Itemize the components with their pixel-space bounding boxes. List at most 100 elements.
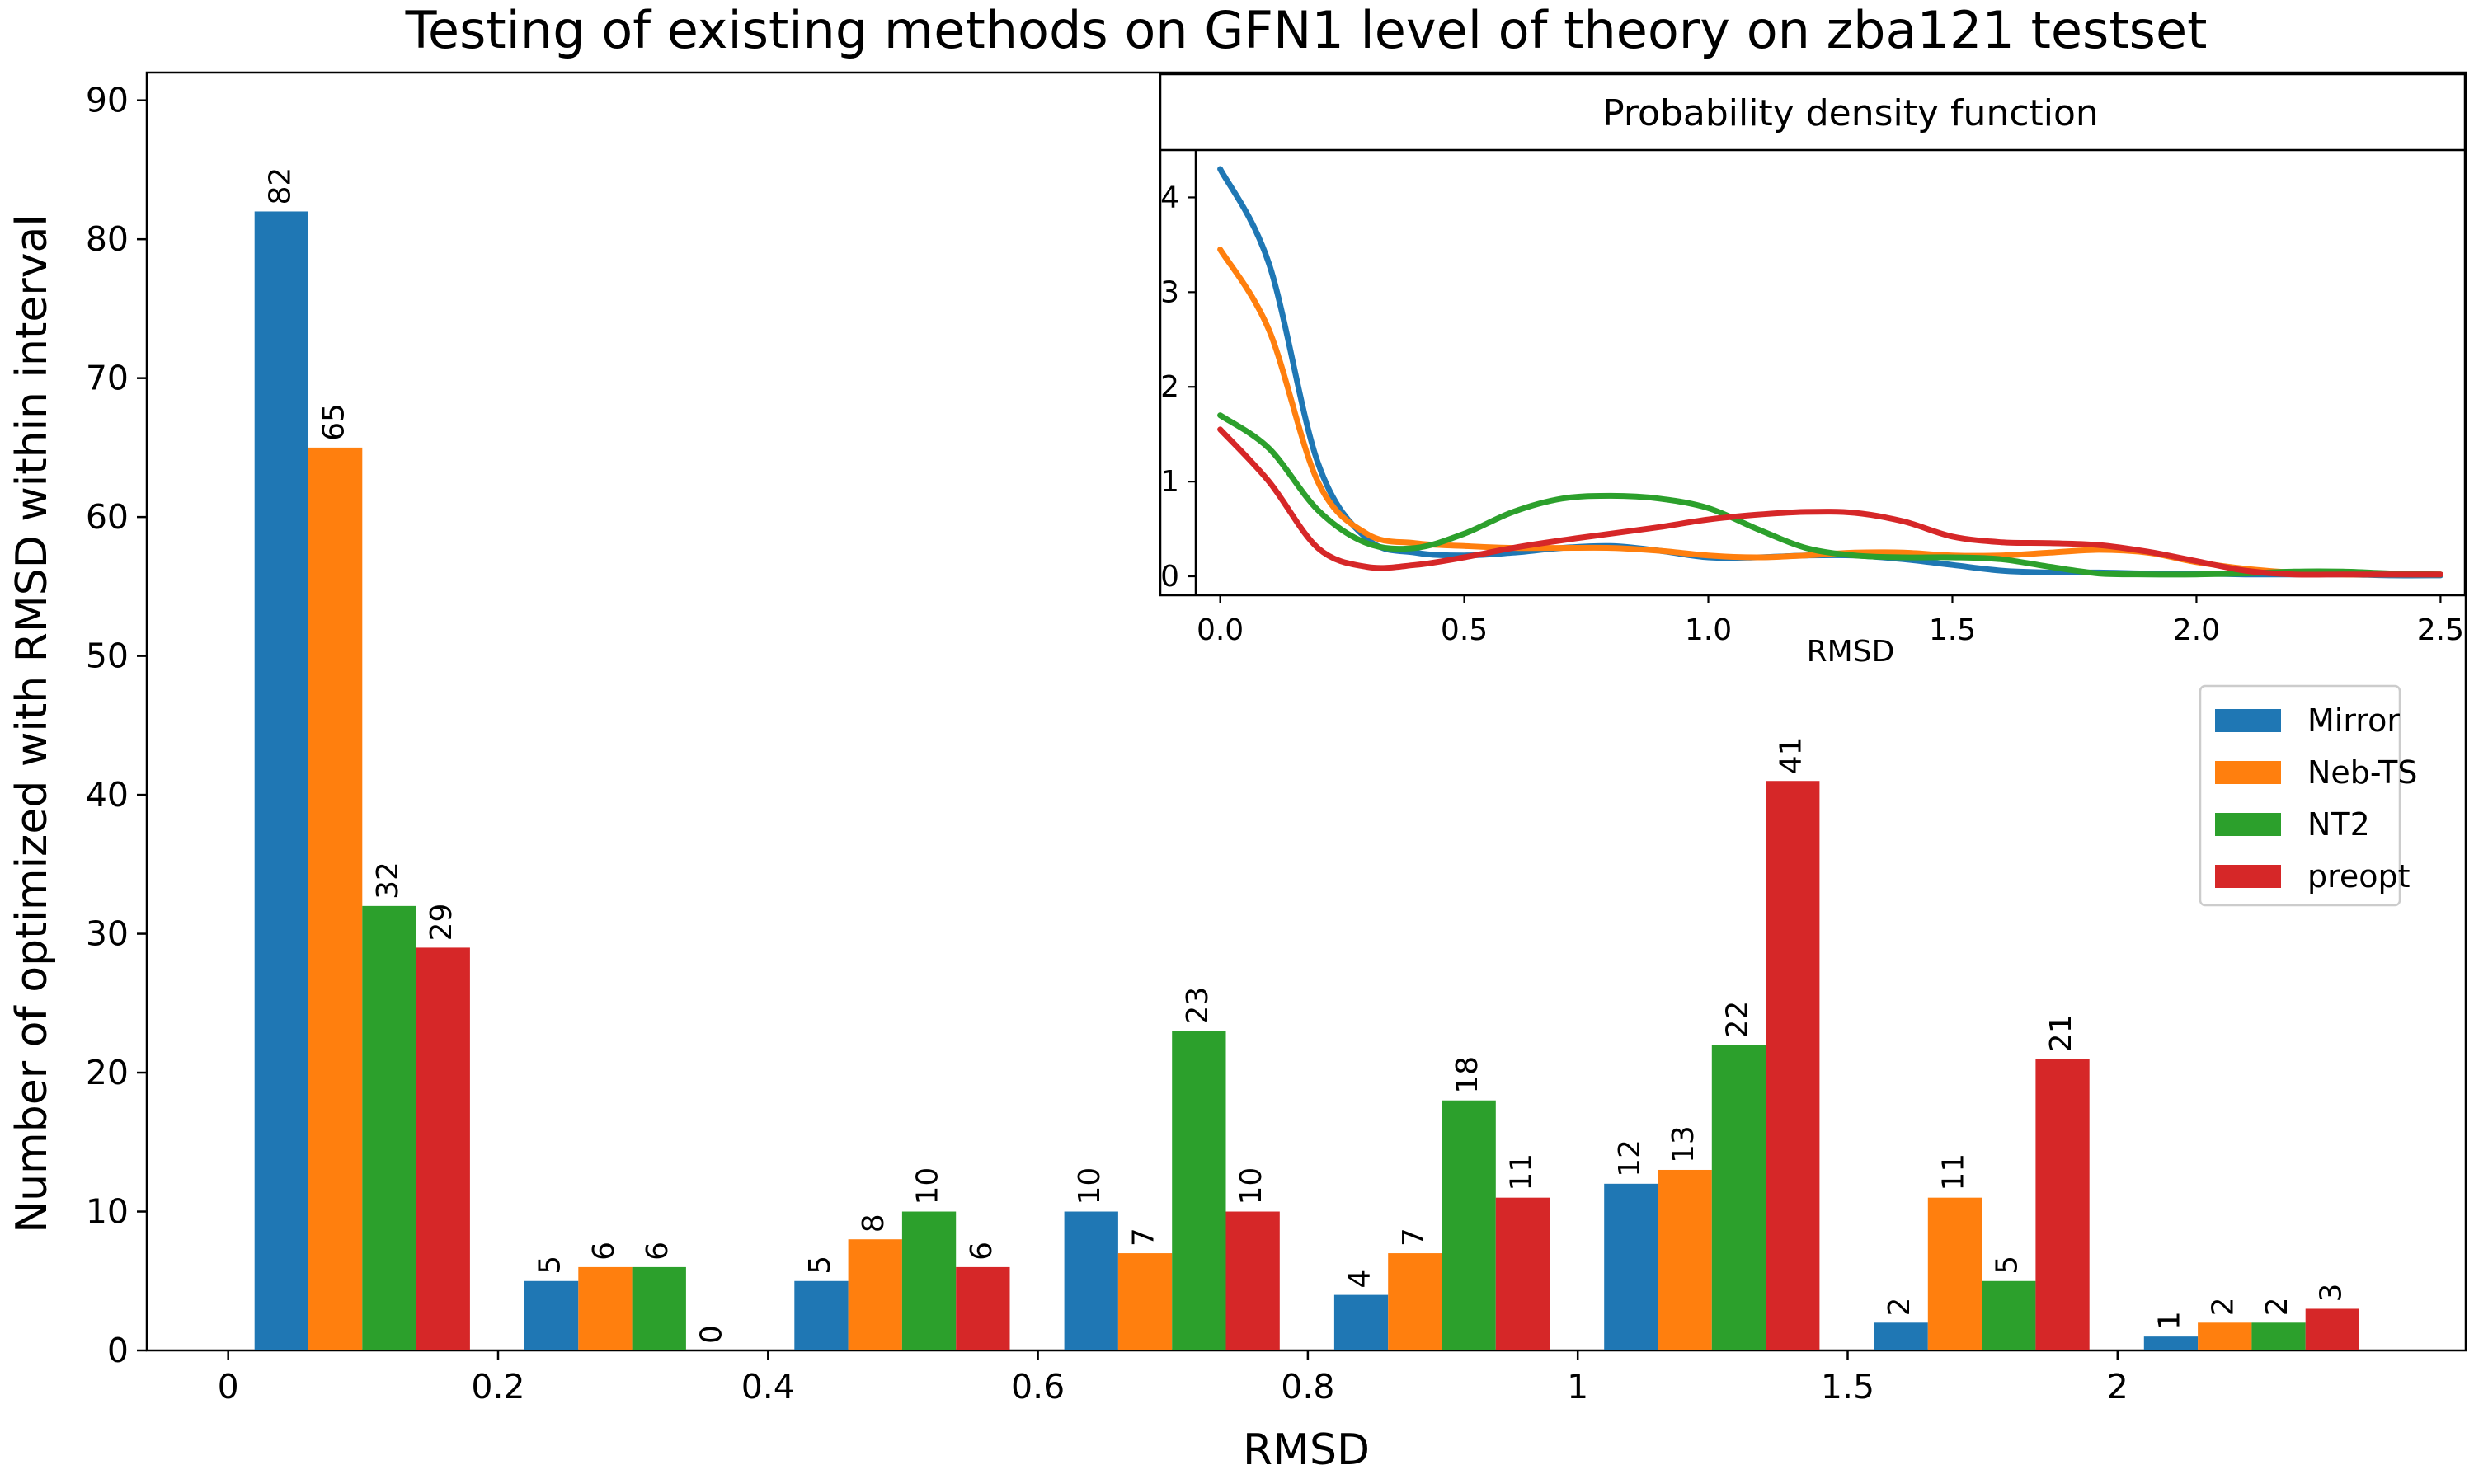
inset-x-tick-label: 0.0	[1197, 613, 1244, 647]
bar-value-label: 41	[1775, 736, 1808, 774]
bar-neb-ts	[308, 447, 363, 1350]
bar-nt2	[901, 1211, 957, 1350]
y-tick-label: 70	[86, 359, 129, 398]
legend: Mirror Neb-TS NT2 preopt	[2199, 684, 2417, 907]
legend-label: Neb-TS	[2307, 754, 2417, 791]
inset-y-tick-label: 1	[1160, 465, 1179, 499]
plot-frame	[145, 71, 2467, 1352]
bar-neb-ts	[848, 1239, 902, 1350]
bar-value-label: 5	[1991, 1256, 2025, 1275]
bar-value-label: 7	[1397, 1228, 1431, 1247]
bar-preopt	[1766, 781, 1820, 1350]
bar-value-label: 4	[1343, 1270, 1377, 1289]
bar-preopt	[1495, 1197, 1550, 1350]
legend-label: preopt	[2307, 858, 2411, 895]
bar-value-label: 2	[2260, 1297, 2294, 1316]
bar-value-label: 8	[857, 1214, 891, 1233]
x-tick-label: 0.4	[741, 1367, 795, 1407]
bar-mirror	[524, 1280, 579, 1350]
y-axis-label: Number of optimized with RMSD within int…	[7, 214, 57, 1233]
bar-neb-ts	[578, 1266, 633, 1350]
y-tick-label: 80	[86, 219, 129, 259]
bar-value-label: 21	[2044, 1014, 2078, 1052]
bar-value-label: 0	[695, 1325, 729, 1344]
bar-value-label: 22	[1720, 1001, 1754, 1039]
bar-mirror	[1064, 1211, 1118, 1350]
legend-swatch	[2215, 761, 2281, 784]
legend-label: Mirror	[2307, 702, 2400, 739]
bar-value-label: 29	[425, 904, 459, 942]
x-tick-label: 0	[218, 1367, 239, 1407]
inset-plot: Probability density function RMSD 0 1 2 3 4 0…	[1159, 73, 2467, 669]
inset-x-tick-label: 1.0	[1685, 613, 1732, 647]
bar-value-label: 7	[1127, 1228, 1161, 1247]
inset-y-tick-label: 2	[1160, 370, 1179, 404]
x-tick-label: 0.2	[471, 1367, 524, 1407]
bar-value-label: 18	[1451, 1056, 1484, 1094]
bar-value-label: 12	[1613, 1139, 1647, 1177]
bar-value-label: 82	[263, 167, 297, 205]
bar-value-label: 11	[1936, 1153, 1970, 1191]
bar-value-label: 32	[371, 862, 405, 899]
bar-value-label: 5	[534, 1256, 567, 1275]
bar-neb-ts	[1388, 1253, 1442, 1350]
bar-value-label: 10	[1235, 1167, 1268, 1205]
inset-y-tick-label: 0	[1160, 560, 1179, 594]
y-tick-label: 40	[86, 775, 129, 815]
bar-value-label: 65	[317, 403, 351, 441]
legend-label: NT2	[2307, 806, 2370, 843]
y-tick-label: 30	[86, 914, 129, 954]
x-tick-label: 2	[2107, 1367, 2128, 1407]
legend-swatch	[2215, 865, 2281, 888]
pdf-line-nt2	[1217, 412, 2443, 578]
bar-value-label: 6	[641, 1242, 675, 1261]
inset-x-tick-label: 0.5	[1441, 613, 1488, 647]
bar-value-label: 23	[1181, 987, 1215, 1025]
x-axis-label: RMSD	[1243, 1425, 1370, 1475]
bar-value-label: 10	[1073, 1167, 1107, 1205]
bar-value-label: 1	[2152, 1311, 2186, 1330]
inset-x-tick-label: 2.0	[2173, 613, 2220, 647]
inset-y-tick-label: 4	[1160, 181, 1179, 214]
y-tick-label: 90	[86, 81, 129, 120]
bar-value-label: 10	[911, 1167, 945, 1205]
bar-neb-ts	[2198, 1322, 2252, 1350]
bar-mirror	[1604, 1183, 1658, 1350]
bar-nt2	[1442, 1100, 1496, 1350]
bar-value-label: 2	[2207, 1297, 2241, 1316]
bar-value-label: 13	[1667, 1125, 1700, 1163]
chart-title: Testing of existing methods on GFN1 leve…	[405, 0, 2208, 60]
bar-nt2	[362, 905, 416, 1350]
bar-nt2	[1711, 1045, 1766, 1350]
x-tick-label: 1.5	[1821, 1367, 1874, 1407]
x-tick-label: 0.8	[1281, 1367, 1334, 1407]
inset-x-axis-label: RMSD	[1807, 635, 1895, 669]
bar-neb-ts	[1927, 1197, 1982, 1350]
bar-value-label: 5	[803, 1256, 837, 1275]
bar-preopt	[1225, 1211, 1280, 1350]
y-tick-label: 20	[86, 1053, 129, 1092]
bar-value-label: 11	[1504, 1153, 1538, 1191]
bar-neb-ts	[1117, 1253, 1173, 1350]
y-tick-label: 50	[86, 636, 129, 676]
bar-value-label: 6	[587, 1242, 621, 1261]
y-tick-label: 10	[86, 1192, 129, 1232]
bar-nt2	[1982, 1280, 2036, 1350]
inset-frame	[1159, 73, 2467, 597]
bar-value-label: 3	[2314, 1284, 2348, 1303]
x-tick-label: 0.6	[1011, 1367, 1065, 1407]
bar-mirror	[254, 211, 308, 1350]
legend-frame	[2199, 684, 2401, 907]
bar-preopt	[416, 947, 470, 1350]
bar-preopt	[2305, 1308, 2359, 1350]
bar-neb-ts	[1658, 1169, 1712, 1350]
legend-swatch	[2215, 709, 2281, 732]
bar-nt2	[1172, 1031, 1226, 1350]
bar-value-label: 6	[965, 1242, 999, 1261]
legend-swatch	[2215, 813, 2281, 836]
y-tick-label: 0	[107, 1331, 129, 1370]
inset-y-tick-label: 3	[1160, 275, 1179, 309]
inset-x-tick-label: 1.5	[1929, 613, 1976, 647]
bar-mirror	[794, 1280, 849, 1350]
